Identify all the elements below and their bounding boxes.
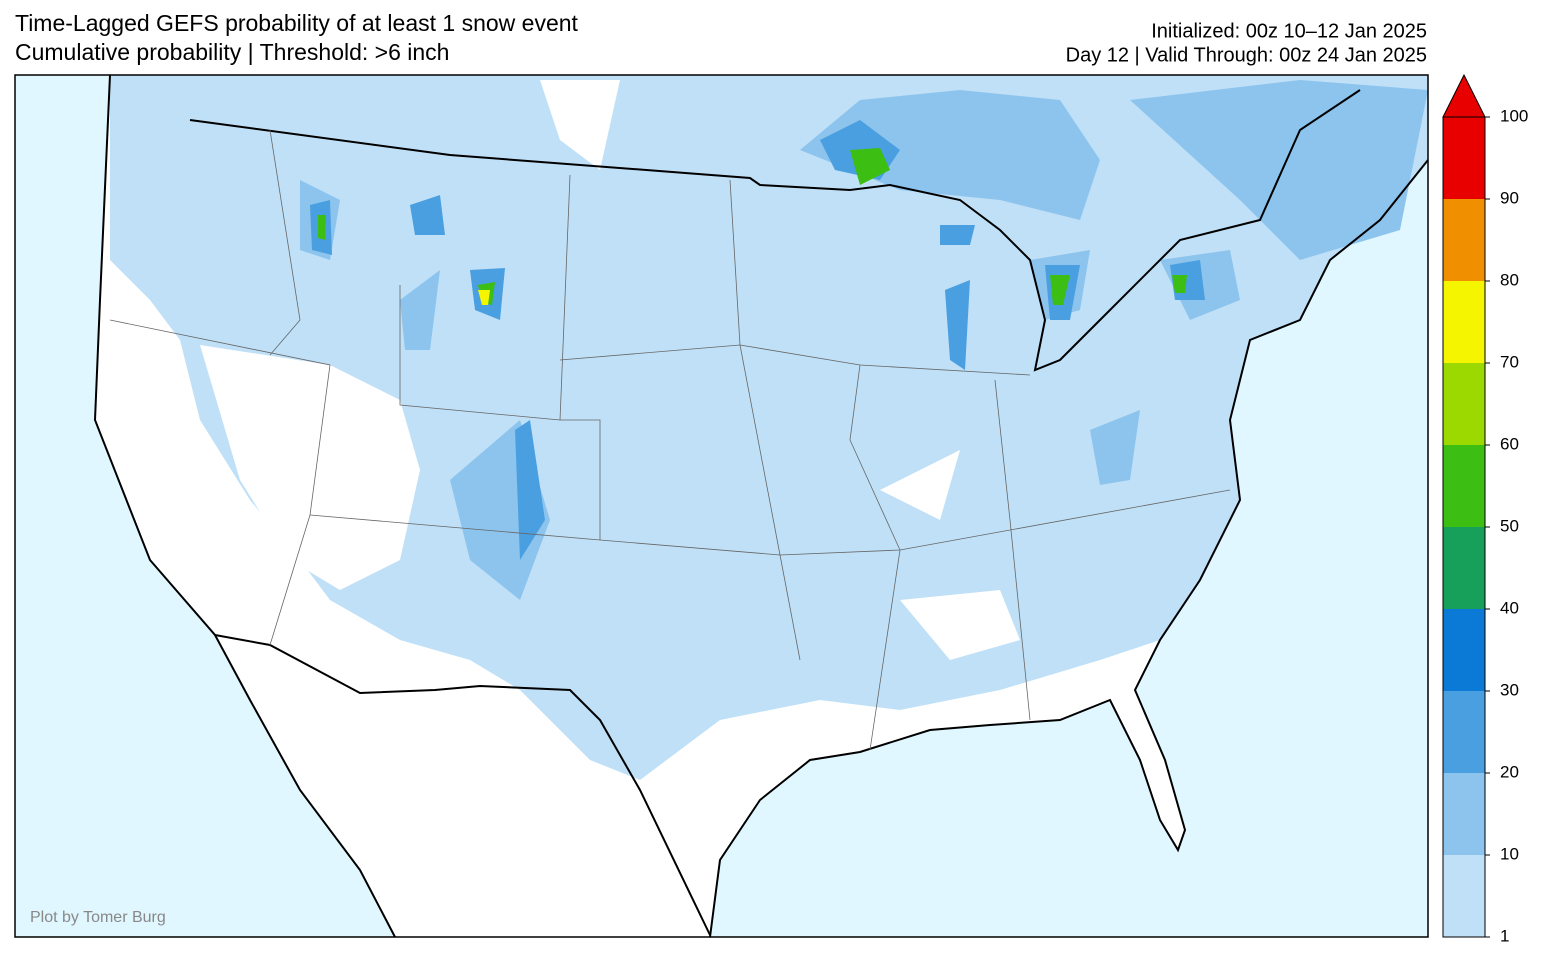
country-border [189, 89, 1361, 372]
snow-area-max [478, 290, 490, 305]
map-frame [14, 74, 1429, 938]
state-borders [109, 129, 1231, 751]
colorbar-tick-label: 30 [1500, 680, 1519, 699]
snow-gap [200, 80, 1020, 660]
colorbar-segment [1443, 117, 1485, 199]
subtitle: Cumulative probability | Threshold: >6 i… [15, 39, 449, 65]
coastline [709, 159, 1429, 938]
snow-area-mid [300, 80, 1428, 600]
credit: Plot by Tomer Burg [30, 909, 166, 926]
colorbar-segment [1443, 281, 1485, 363]
valid-time: Day 12 | Valid Through: 00z 24 Jan 2025 [1066, 44, 1427, 66]
map: Plot by Tomer Burg [14, 74, 1429, 938]
colorbar-tick-label: 10 [1500, 844, 1519, 863]
colorbar-segment [1443, 363, 1485, 445]
state-border [849, 364, 901, 751]
state-border [109, 319, 331, 646]
colorbar-tick-label: 100 [1500, 106, 1528, 125]
colorbar-tick-label: 70 [1500, 352, 1519, 371]
state-border [994, 379, 1031, 721]
colorbar-tick-label: 50 [1500, 516, 1519, 535]
state-border [269, 129, 301, 356]
colorbar-segment [1443, 773, 1485, 855]
title: Time-Lagged GEFS probability of at least… [15, 10, 579, 36]
colorbar-tick-label: 20 [1500, 762, 1519, 781]
colorbar-tick-label: 60 [1500, 434, 1519, 453]
colorbar-segment [1443, 445, 1485, 527]
state-border [729, 179, 801, 661]
country-border [214, 634, 711, 936]
state-border [559, 344, 1031, 376]
state-border [559, 174, 571, 421]
colorbar-tick-label: 40 [1500, 598, 1519, 617]
colorbar-segment [1443, 691, 1485, 773]
colorbar-segment [1443, 855, 1485, 937]
colorbar-tick-label: 90 [1500, 188, 1519, 207]
colorbar-segment [1443, 199, 1485, 281]
init-time: Initialized: 00z 10–12 Jan 2025 [1151, 20, 1427, 42]
colorbar-segment [1443, 609, 1485, 691]
colorbar: 1 10 20 30 40 50 60 70 80 90 100 [1442, 73, 1528, 945]
colorbar-tick-label: 1 [1500, 926, 1509, 945]
snow-area-low [110, 75, 1428, 780]
colorbar-tick-label: 80 [1500, 270, 1519, 289]
snow-area-high [310, 120, 1205, 560]
colorbar-extension [1442, 73, 1486, 118]
colorbar-segment [1443, 527, 1485, 609]
